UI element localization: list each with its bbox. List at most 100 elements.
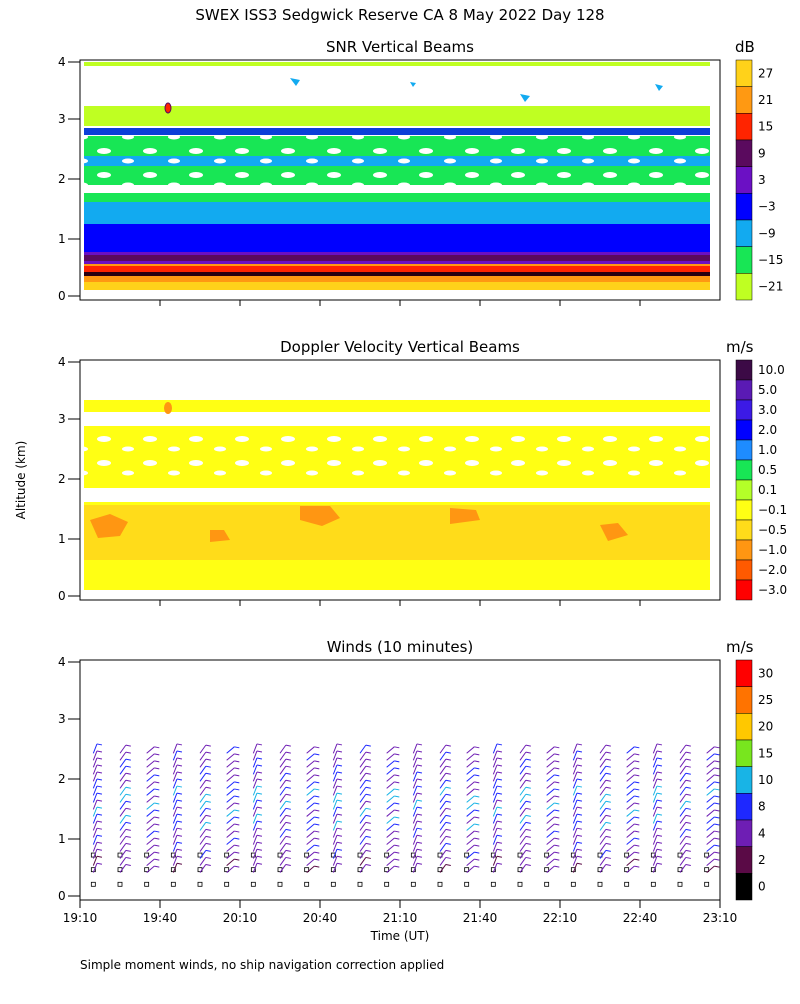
wind-barb [466,767,475,775]
wind-barb-flag [125,765,131,768]
colorbar-swatch [735,193,753,221]
wind-barb-flag [176,855,183,858]
wind-barb-flag [176,743,183,746]
colorbar-tick-label: 20 [758,720,773,734]
wind-barb [546,823,555,831]
wind-barb-flag [205,786,211,789]
wind-barb-flag [256,799,263,802]
wind-barb-flag [285,842,291,845]
colorbar-swatch [735,846,753,874]
wind-barb-flag [576,806,583,809]
wind-barb-flag [394,788,400,791]
wind-barb-flag [336,785,343,788]
wind-barb-flag [474,795,480,798]
missing-marker [464,852,470,858]
wind-barb-flag [176,785,183,788]
wind-barb [519,786,527,796]
wind-barb [519,808,527,817]
colorbar-tick-label: 3 [758,173,766,187]
missing-marker [704,867,710,873]
wind-barb [466,851,475,859]
wind-barb-flag [554,767,560,770]
wind-barb-flag [285,849,291,852]
wind-barb [492,842,498,852]
snr-y-tickmarks [68,61,80,297]
wind-barb [332,849,338,859]
wind-barb-flag [416,750,423,753]
wind-barb-flag [496,743,503,746]
wind-barb-flag [445,863,451,866]
colorbar-tick-label: −9 [758,226,776,240]
wind-barb-flag [314,774,320,777]
wind-barb [172,771,178,782]
wind-barb [92,820,98,831]
doppler-ytick: 0 [58,589,66,603]
wind-barb [332,750,338,761]
wind-barb [546,809,555,817]
wind-barb-flag [314,837,320,840]
wind-barb-flag [576,750,583,753]
wind-barb [492,820,498,831]
wind-barb [466,844,475,852]
wind-barb [279,793,287,803]
wind-barb [626,858,635,866]
wind-barb-flag [605,849,611,852]
wind-barb-flag [474,753,480,756]
wind-barb [679,850,687,859]
wind-barb-flag [634,823,640,826]
wind-barb-flag [634,753,640,756]
missing-marker [624,852,630,858]
wind-barb [466,830,475,838]
wind-barb [226,781,235,789]
doppler-colorbar: 10.0 5.0 3.0 2.0 1.0 0.5 0.1 −0.1 −0.5 −1.0 −2.0 −3… [735,359,787,601]
wind-barb [546,844,555,852]
wind-barb [492,778,498,789]
wind-barb [572,764,578,775]
wind-barb [252,792,258,803]
wind-barb-flag [656,785,663,788]
wind-barb-flag [496,841,503,844]
wind-barb-flag [445,807,451,810]
wind-barb-flag [176,764,183,767]
wind-barb-flag [154,795,160,798]
wind-barb [359,758,367,768]
wind-barb-flag [314,851,320,854]
colorbar-swatch [735,86,753,114]
wind-barb [279,786,287,796]
wind-barb [626,767,635,775]
wind-barb [706,746,715,754]
wind-barb [679,829,687,838]
wind-barb-flag [336,806,343,809]
wind-barb-flag [576,820,583,823]
wind-barb [92,856,98,866]
wind-barb-flag [445,856,451,859]
wind-barb-flag [634,865,640,868]
wind-barb-flag [205,828,211,831]
wind-barb [626,844,635,852]
winds-ytick: 4 [58,655,66,669]
wind-barb [412,799,418,810]
wind-barb [332,771,338,782]
wind-barb [439,751,447,761]
wind-barb [572,813,578,824]
wind-barb [572,849,578,859]
wind-barb [199,758,207,768]
wind-barb [146,809,155,817]
wind-barb-flag [496,820,503,823]
wind-barb [306,858,315,866]
wind-barb-flag [96,827,103,830]
colorbar-swatch [735,539,753,561]
colorbar-tick-label: 8 [758,800,766,814]
wind-barb-flag [605,863,611,866]
colorbar-swatch [735,519,753,541]
wind-barb-flag [656,771,663,774]
wind-barb-flag [365,828,371,831]
wind-barb [706,795,715,803]
snr-spot [164,102,172,114]
winds-x-ticks: 19:10 19:40 20:10 20:40 21:10 21:40 22:1… [63,911,738,925]
wind-barb [439,815,447,824]
wind-barb [439,808,447,817]
wind-barb [652,813,658,824]
wind-barb-flag [525,842,531,845]
